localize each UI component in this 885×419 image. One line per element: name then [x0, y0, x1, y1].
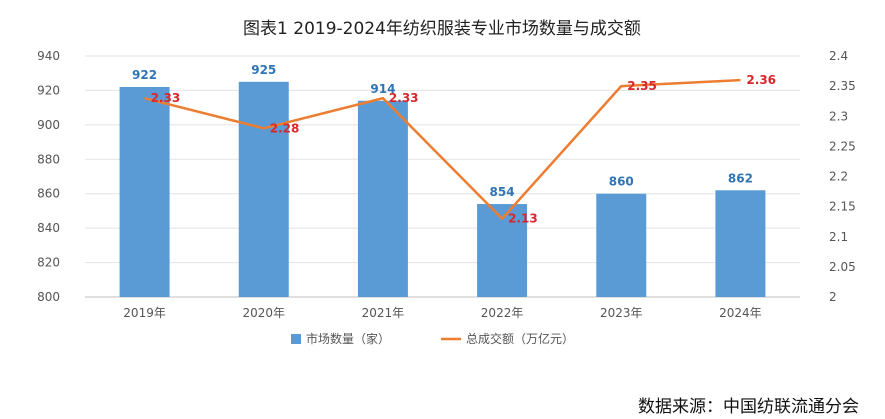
legend-line-label: 总成交额（万亿元）	[466, 331, 574, 346]
total-trade-line	[144, 78, 741, 220]
bar-data-label: 914	[370, 82, 395, 96]
y-right-tick-label: 2.05	[829, 260, 856, 274]
bar	[715, 190, 766, 297]
chart-title: 图表1 2019-2024年纺织服装专业市场数量与成交额	[243, 19, 641, 39]
legend-bar-swatch	[291, 334, 301, 344]
bar	[357, 100, 408, 297]
line-data-label: 2.13	[508, 212, 538, 226]
line-data-label: 2.36	[746, 73, 776, 87]
bar-data-label: 854	[490, 185, 515, 199]
x-tick-label: 2019年	[123, 306, 166, 320]
line-data-label: 2.33	[389, 91, 419, 105]
y-left-tick-label: 920	[37, 83, 60, 97]
y-right-tick-label: 2.1	[829, 230, 848, 244]
legend-bar-label: 市场数量（家）	[306, 331, 390, 346]
bar-data-label: 925	[251, 63, 276, 77]
y-left-tick-label: 860	[37, 187, 60, 201]
bar	[596, 193, 647, 297]
bar	[238, 81, 289, 297]
y-right-tick-label: 2.25	[829, 139, 856, 153]
y-left-tick-label: 940	[37, 49, 60, 63]
y-right-tick-label: 2.4	[829, 49, 848, 63]
bar-data-label: 860	[609, 175, 634, 189]
x-tick-label: 2020年	[242, 306, 285, 320]
y-left-tick-label: 900	[37, 118, 60, 132]
y-left-tick-label: 880	[37, 152, 60, 166]
y-right-tick-label: 2.2	[829, 170, 848, 184]
x-tick-label: 2024年	[719, 306, 762, 320]
y-right-tick-label: 2	[829, 290, 837, 304]
x-tick-label: 2022年	[481, 306, 524, 320]
x-tick-label: 2023年	[600, 306, 643, 320]
y-left-tick-label: 840	[37, 221, 60, 235]
y-left-tick-label: 800	[37, 290, 60, 304]
bar-data-label: 922	[132, 68, 157, 82]
x-tick-label: 2021年	[362, 306, 405, 320]
line-data-label: 2.28	[270, 121, 300, 135]
y-right-tick-label: 2.15	[829, 200, 856, 214]
bar	[119, 86, 170, 297]
y-right-tick-label: 2.3	[829, 109, 848, 123]
line-data-label: 2.33	[151, 91, 181, 105]
line-data-label: 2.35	[627, 79, 657, 93]
bar-data-label: 862	[728, 171, 753, 185]
y-left-tick-label: 820	[37, 256, 60, 270]
y-right-tick-label: 2.35	[829, 79, 856, 93]
source-note: 数据来源：中国纺联流通分会	[638, 397, 859, 417]
